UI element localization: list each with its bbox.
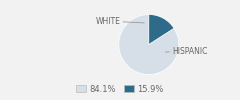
Wedge shape [119, 14, 179, 74]
Legend: 84.1%, 15.9%: 84.1%, 15.9% [73, 81, 167, 97]
Wedge shape [149, 14, 174, 44]
Text: WHITE: WHITE [96, 17, 144, 26]
Text: HISPANIC: HISPANIC [165, 47, 208, 56]
